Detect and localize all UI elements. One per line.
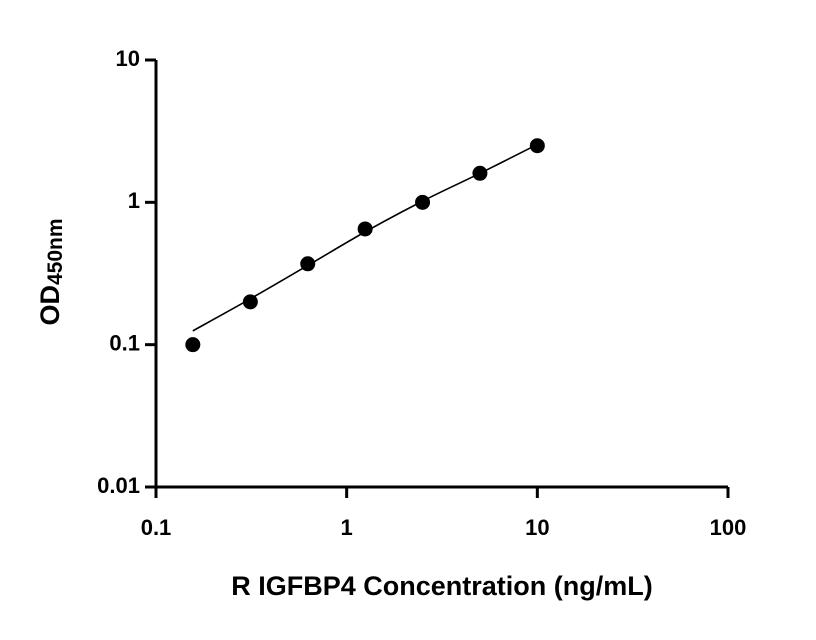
x-tick-label: 10 [525, 515, 549, 540]
y-tick-label: 0.01 [97, 473, 140, 498]
data-point [529, 138, 545, 154]
data-point [415, 194, 431, 210]
y-axis-label-subscript: 450nm [44, 218, 67, 285]
y-tick-label: 0.1 [109, 330, 140, 355]
y-axis-label-main: OD [35, 285, 65, 326]
data-point [185, 337, 201, 353]
x-axis-label: R IGFBP4 Concentration (ng/mL) [231, 571, 653, 601]
y-tick-label: 1 [128, 188, 140, 213]
data-point [357, 221, 373, 237]
y-tick-label: 10 [116, 46, 140, 71]
data-point [472, 165, 488, 181]
x-tick-label: 0.1 [141, 515, 172, 540]
data-point [300, 256, 316, 272]
x-tick-label: 1 [341, 515, 353, 540]
y-axis-label: OD450nm [35, 218, 66, 325]
data-point [242, 294, 258, 310]
x-tick-label: 100 [710, 515, 747, 540]
